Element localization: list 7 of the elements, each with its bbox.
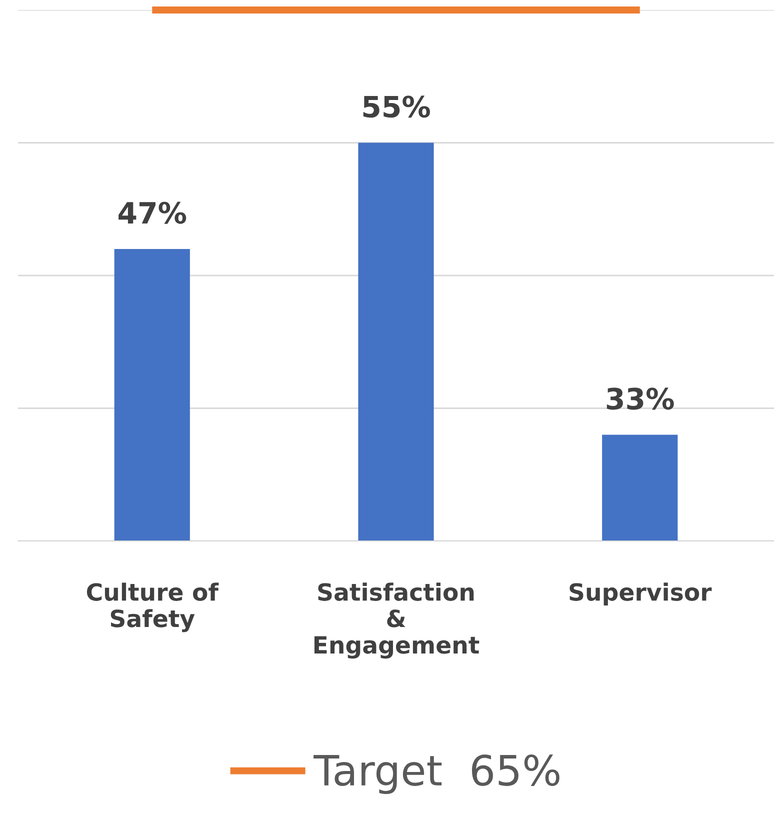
- data-label: 47%: [118, 202, 186, 224]
- data-label: 55%: [363, 96, 430, 118]
- x-tick-label: Satisfaction & Engagement: [314, 582, 480, 659]
- data-label: 33%: [606, 388, 674, 410]
- x-tick-label: Culture of Safety: [86, 582, 219, 632]
- x-tick-label: Supervisor: [570, 582, 712, 606]
- legend-label: Target 65%: [314, 754, 560, 794]
